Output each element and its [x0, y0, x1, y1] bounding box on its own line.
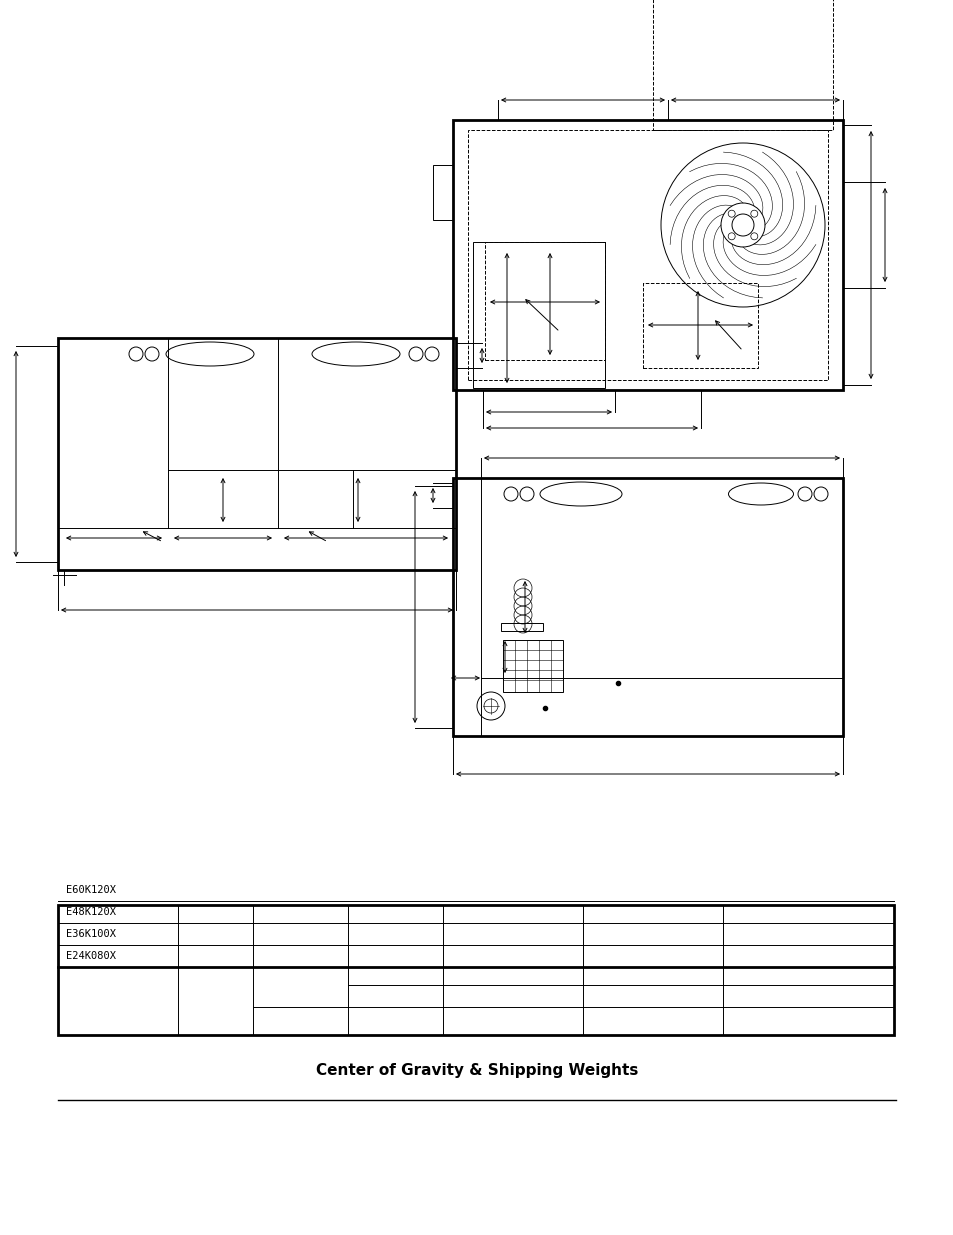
Bar [468, 130, 827, 380]
Text: Center of Gravity & Shipping Weights: Center of Gravity & Shipping Weights [315, 1062, 638, 1077]
Circle shape [731, 214, 753, 236]
Text: E48K120X: E48K120X [66, 906, 116, 918]
Bar [453, 478, 842, 736]
Text: E60K120X: E60K120X [66, 885, 116, 895]
Bar [500, 622, 542, 631]
Bar [58, 338, 456, 571]
Bar [58, 905, 893, 1035]
Circle shape [750, 210, 757, 217]
Circle shape [727, 233, 735, 240]
Bar [642, 283, 758, 368]
Bar [453, 478, 480, 736]
Text: E36K100X: E36K100X [66, 929, 116, 939]
Text: E24K080X: E24K080X [66, 951, 116, 961]
Bar [473, 242, 604, 388]
Bar [652, 0, 832, 130]
Circle shape [750, 233, 757, 240]
Circle shape [727, 210, 735, 217]
Bar [453, 120, 842, 390]
Bar [433, 165, 453, 220]
Bar [484, 242, 604, 359]
Bar [502, 640, 562, 692]
